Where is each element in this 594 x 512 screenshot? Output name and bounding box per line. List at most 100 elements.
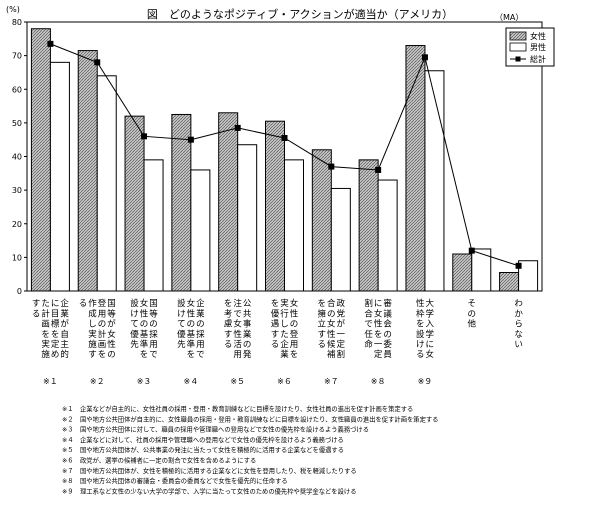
category-label-line: る <box>79 299 88 309</box>
footnote-mark: ※８ <box>62 478 74 485</box>
bar-male <box>143 159 164 292</box>
total-series-marker <box>281 135 288 142</box>
category-label-line: を擁立する <box>318 299 327 350</box>
y-tick-label: 30 <box>12 186 22 195</box>
footnote-text: 企業などが自主的に、女性社員の採用・登用・教育訓練などに目標を設けたり、女性社員… <box>80 404 413 413</box>
category-note-mark: ※８ <box>371 377 386 386</box>
bar-female <box>265 120 285 292</box>
bar-male <box>49 61 70 292</box>
category-label-line: 合の女性候補 <box>327 298 336 360</box>
y-tick-label: 60 <box>12 85 22 94</box>
bar-male <box>237 144 258 292</box>
total-series-marker <box>515 262 522 269</box>
category-label-line: 設けて優先 <box>177 298 186 350</box>
category-note-mark: ※１ <box>43 377 58 386</box>
footnote-text: 国や地方公共団体の審議会・委員会の委員などで女性を優先的に任命する <box>80 476 288 485</box>
footnote-mark: ※４ <box>62 437 74 444</box>
bar-female <box>499 272 520 292</box>
bar-male <box>518 260 539 292</box>
bar-male <box>424 70 445 292</box>
legend-label-male: 男性 <box>530 42 546 52</box>
category-label-line: わからない <box>514 299 523 350</box>
category-label-line: 女性の基準を <box>140 298 149 360</box>
y-tick-label: 0 <box>17 287 22 296</box>
chart-title: 図 どのようなポジティブ・アクションが適当か（アメリカ） <box>147 7 453 21</box>
footnote-mark: ※１ <box>62 406 74 413</box>
legend-label-total: 総計 <box>530 54 546 64</box>
bar-male <box>96 75 117 292</box>
ma-label: （MA） <box>495 13 523 22</box>
category-note-mark: ※３ <box>137 377 152 386</box>
bar-female <box>218 112 239 292</box>
y-tick-label: 70 <box>12 52 22 61</box>
bar-male <box>190 169 211 292</box>
bar-female <box>77 50 98 292</box>
category-label-line: 登用の計画を <box>98 298 107 360</box>
legend-label-female: 女性 <box>530 31 546 41</box>
bar-female <box>452 253 473 292</box>
total-series-marker <box>468 247 475 254</box>
category-label-line: 設けて優先 <box>130 298 139 350</box>
category-label-line: 注で女性活用 <box>233 298 242 360</box>
bar-male <box>377 179 398 292</box>
total-series-marker <box>141 133 148 140</box>
category-label: その他 <box>468 299 477 329</box>
category-label: わからない <box>514 299 523 350</box>
footnote-mark: ※７ <box>62 468 74 475</box>
bar-female <box>405 45 426 292</box>
category-label-line: を考慮する <box>224 299 233 350</box>
total-series-marker <box>328 163 335 170</box>
footnote-text: 国や地方公共団体が、女性を積極的に活用する企業などに女性を登用したり、税を軽減し… <box>80 466 357 475</box>
category-label-line: その他 <box>468 299 477 329</box>
footnote-mark: ※３ <box>62 427 74 434</box>
total-series-marker <box>187 136 194 143</box>
bar-female <box>124 115 145 292</box>
y-tick-label: 40 <box>12 153 22 162</box>
category-label-line: 女性の登用を <box>290 298 299 360</box>
footnote-text: 国や地方公共団体に対して、職員の採用や管理職への登用などで女性の優先枠を設けるよ… <box>80 425 369 434</box>
footnote-mark: ※６ <box>62 458 74 465</box>
footnote-text: 国や地方公共団体が自主的に、女性職員の採用・登用・教育訓練などに目標を設けたり、… <box>80 414 438 423</box>
category-label-line: た計画を実施 <box>41 299 50 360</box>
total-series-marker <box>421 54 428 61</box>
category-label-line: 実行した企業 <box>280 298 289 360</box>
category-note-mark: ※６ <box>277 377 292 386</box>
total-series-marker <box>375 166 382 173</box>
bar-female <box>358 159 379 292</box>
y-tick-label: 80 <box>12 18 22 27</box>
category-label-line: 審議会の委員 <box>383 298 392 360</box>
footnote-text: 政党が、選挙の候補者に一定の割合で女性を含めるようにする <box>80 456 256 465</box>
category-label-line: 国等が女性の <box>107 299 116 360</box>
total-series-marker <box>94 59 101 66</box>
category-label-line: に女性を一定 <box>374 299 383 360</box>
category-note-mark: ※５ <box>230 377 245 386</box>
category-label-line: に目標を定め <box>51 299 60 360</box>
y-tick-label: 20 <box>12 220 22 229</box>
category-note-mark: ※７ <box>324 377 339 386</box>
y-tick-label: 10 <box>12 253 22 262</box>
category-label-line: 公共事業の発 <box>243 299 252 360</box>
category-label-line: 大学入学に女 <box>425 298 434 360</box>
bar-male <box>330 187 351 292</box>
category-note-mark: ※４ <box>184 377 199 386</box>
total-series-marker <box>47 40 54 47</box>
bar-male <box>471 248 492 292</box>
footnote-text: 国や地方公共団体が、公共事業の発注に当たって女性を積極的に活用する企業などを優遇… <box>80 445 344 454</box>
category-note-mark: ※２ <box>90 377 105 386</box>
bar-female <box>311 149 332 292</box>
category-label-line: 作成し実施す <box>88 298 97 360</box>
category-label-line: する <box>32 299 41 319</box>
total-series-marker <box>234 124 241 131</box>
